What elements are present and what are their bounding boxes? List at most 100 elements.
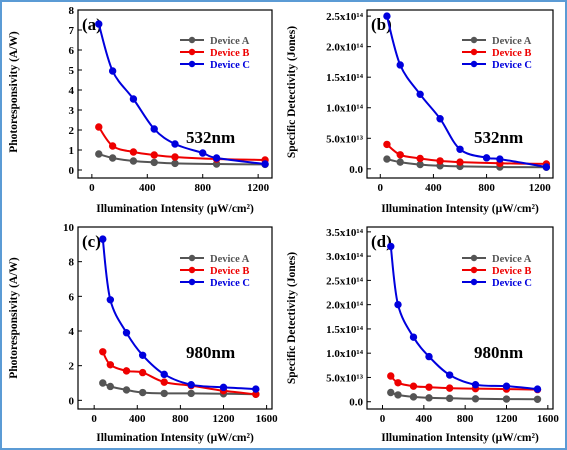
data-point (187, 381, 195, 389)
x-tick-label: 800 (172, 413, 189, 425)
data-point (138, 351, 147, 359)
x-tick-label: 1600 (256, 413, 279, 425)
y-tick-label: 8 (69, 257, 75, 269)
y-tick-label: 1.5x10¹⁴ (326, 72, 364, 84)
y-tick-label: 2 (69, 361, 75, 373)
data-point (252, 385, 260, 393)
panel-label: (d) (371, 232, 392, 251)
legend-entry: Device C (180, 60, 250, 71)
wavelength-label: 980nm (474, 343, 523, 362)
data-point (150, 151, 158, 159)
legend-marker (188, 36, 196, 44)
data-point (106, 361, 115, 369)
y-tick-label: 6 (69, 291, 75, 303)
data-point (199, 149, 207, 157)
x-axis-label: Illumination Intensity (μW/cm²) (381, 432, 539, 444)
data-point (99, 235, 107, 243)
data-point (436, 157, 444, 165)
legend-entry: Device B (462, 48, 531, 59)
x-tick-label: 800 (457, 413, 474, 425)
data-point (122, 386, 131, 394)
y-tick-label: 2.0x10¹⁴ (326, 300, 364, 312)
wavelength-label: 532nm (186, 128, 235, 147)
legend-marker (470, 60, 478, 68)
legend-label: Device A (492, 254, 532, 265)
data-point (445, 394, 454, 403)
data-point (383, 155, 391, 163)
legend-label: Device C (492, 278, 532, 289)
data-point (138, 388, 147, 397)
data-point (445, 371, 454, 379)
data-point (106, 296, 115, 304)
data-point (409, 393, 418, 401)
y-tick-label: 5 (69, 65, 75, 77)
y-axis-label: Specific Detectivity (Jones) (286, 252, 298, 384)
y-tick-label: 1.5x10¹⁴ (326, 324, 364, 336)
data-point (394, 391, 402, 399)
data-point (416, 90, 424, 99)
data-point (425, 394, 433, 402)
y-tick-label: 0 (69, 165, 75, 177)
legend-entry: Device A (462, 36, 532, 47)
data-point (502, 395, 511, 403)
legend-marker (470, 278, 478, 286)
data-point (394, 379, 402, 387)
legend-entry: Device A (180, 254, 250, 265)
data-point (436, 115, 444, 123)
data-point (396, 151, 404, 159)
x-tick-label: 0 (91, 413, 97, 425)
x-tick-label: 0 (89, 182, 95, 194)
y-tick-label: 1.0x10¹⁴ (326, 348, 364, 360)
legend-entry: Device C (180, 278, 250, 289)
data-point (160, 370, 168, 379)
y-tick-label: 4 (69, 326, 75, 338)
y-tick-label: 0.0 (349, 397, 363, 409)
legend-marker (188, 278, 196, 286)
data-point (533, 395, 542, 403)
legend-label: Device B (492, 48, 531, 59)
legend-marker (470, 254, 478, 262)
panel-d: 0 400 800 1200 1600 0.0 5.0x10¹³ 1.0x10¹⁴ 1.5x10… (286, 226, 559, 444)
data-point (387, 372, 395, 380)
data-point (129, 95, 138, 103)
data-point (171, 159, 179, 168)
data-point (219, 383, 228, 392)
legend-entry: Device C (462, 60, 532, 71)
x-axis-label: Illumination Intensity (μW/cm²) (96, 203, 254, 215)
legend-entry: Device A (462, 254, 532, 265)
x-tick-label: 1200 (529, 182, 552, 194)
legend-label: Device C (210, 278, 250, 289)
data-point (95, 20, 103, 28)
x-tick-label: 400 (416, 413, 433, 425)
y-tick-label: 3.0x10¹⁴ (326, 251, 364, 263)
legend-marker (470, 36, 478, 44)
data-point (471, 395, 480, 403)
x-axis-label: Illumination Intensity (μW/cm²) (381, 203, 539, 215)
data-point (387, 388, 395, 397)
x-tick-label: 400 (425, 182, 442, 194)
data-point (99, 348, 107, 356)
legend-label: Device B (210, 48, 249, 59)
legend-entry: Device C (462, 278, 532, 289)
data-point (108, 154, 117, 162)
x-tick-label: 800 (194, 182, 211, 194)
data-point (129, 148, 138, 156)
legend-entry: Device B (180, 48, 249, 59)
data-point (122, 329, 131, 337)
data-point (425, 383, 433, 391)
panel-label: (c) (82, 232, 101, 251)
y-tick-label: 7 (69, 25, 75, 37)
data-point (99, 379, 107, 387)
data-point (533, 385, 542, 393)
legend-marker (470, 48, 478, 56)
y-axis-label: Photoresponsivity (A/W) (8, 257, 20, 379)
x-tick-label: 1200 (213, 413, 236, 425)
data-point (425, 352, 433, 361)
data-point (122, 367, 131, 375)
y-tick-label: 5.0x10¹³ (326, 372, 364, 384)
x-tick-label: 400 (139, 182, 156, 194)
data-point (150, 125, 158, 133)
data-point (95, 150, 103, 158)
